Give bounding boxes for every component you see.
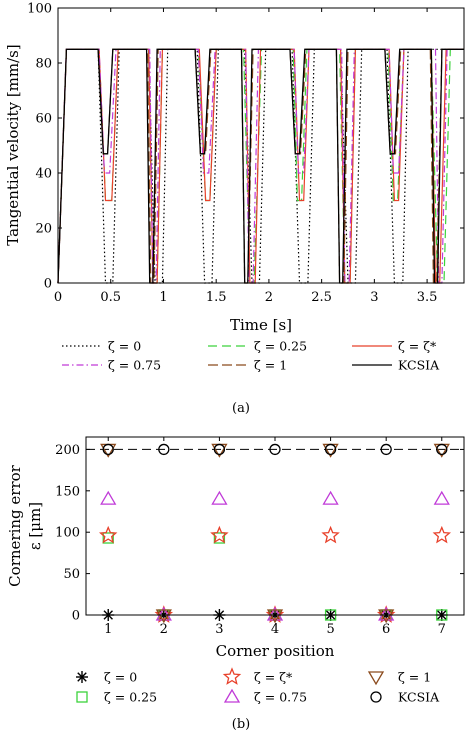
point-s3-5: [378, 606, 395, 621]
x-tick-label: 4: [271, 622, 279, 637]
x-tick-label: 6: [382, 622, 390, 637]
x-tick-label: 7: [438, 622, 446, 637]
x-tick-label: 1: [104, 622, 112, 637]
x-tick-label: 0.5: [100, 290, 121, 305]
legend-label-4: ζ = 1: [254, 358, 287, 373]
x-tick-label: 0: [54, 290, 62, 305]
x-tick-label: 2: [160, 622, 168, 637]
cornering-error-chart: 1 2 3 4 5 6 7 0 50 100 150 200 Corner position Cor…: [6, 436, 465, 732]
y-tick-label: 50: [63, 567, 80, 582]
x-tick-label: 5: [326, 622, 334, 637]
panel-a-label: (a): [232, 401, 250, 416]
x-tick-label: 2.5: [311, 290, 332, 305]
legend-label-4: ζ = 1: [398, 670, 431, 685]
point-s3-4: [322, 490, 339, 505]
x-tick-label: 3.5: [417, 290, 438, 305]
legend-label-1: ζ = 0.25: [104, 690, 157, 705]
error-x-ticks: 1 2 3 4 5 6 7: [104, 437, 446, 637]
legend-label-0: ζ = 0: [108, 339, 141, 354]
error-legend: ζ = 0 ζ = 0.25 ζ = ζ* ζ = 0.75 ζ = 1 KCSIA: [76, 667, 440, 705]
x-tick-label: 1: [159, 290, 167, 305]
y-tick-label: 80: [35, 57, 52, 72]
y-tick-label: 40: [35, 167, 52, 182]
legend-label-5: KCSIA: [398, 690, 440, 705]
error-plot-frame: [85, 436, 465, 616]
y-tick-label: 150: [55, 484, 80, 499]
legend-marker-0-75: [223, 688, 241, 703]
point-s5-3: [269, 443, 281, 456]
velocity-chart: 0 0.5 1 1.5 2 2.5 3 3.5 0 20 40 60 80 100 Time [s] T…: [4, 2, 465, 416]
point-s3-6: [433, 490, 450, 505]
x-tick-label: 3: [215, 622, 223, 637]
legend-marker-0: [76, 671, 88, 683]
point-s5-1: [158, 443, 170, 456]
legend-label-0: ζ = 0: [104, 670, 137, 685]
legend-marker-: [222, 667, 242, 685]
error-y-ticks: 0 50 100 150 200: [55, 443, 464, 624]
point-s5-6: [436, 443, 448, 456]
series-line-5: [57, 48, 464, 284]
error-plot-area: [86, 443, 464, 624]
legend-label-5: KCSIA: [398, 358, 440, 373]
point-s4-3: [266, 609, 284, 624]
legend-label-2: ζ = ζ*: [254, 670, 293, 685]
error-y-label-symbol: ε [μm]: [26, 502, 44, 550]
point-s3-0: [100, 490, 117, 505]
y-tick-label: 100: [27, 2, 52, 17]
point-s1-0: [102, 532, 114, 544]
y-tick-label: 200: [55, 443, 80, 458]
velocity-x-ticks: 0 0.5 1 1.5 2 2.5 3 3.5: [54, 8, 438, 305]
point-s5-4: [324, 443, 337, 456]
panel-b-label: (b): [232, 717, 250, 732]
y-tick-label: 20: [35, 222, 52, 237]
legend-label-2: ζ = ζ*: [398, 339, 437, 354]
legend-label-3: ζ = 0.75: [254, 690, 307, 705]
x-tick-label: 3: [370, 290, 378, 305]
x-tick-label: 1.5: [206, 290, 227, 305]
velocity-y-label: Tangential velocity [mm/s]: [4, 44, 22, 245]
point-s5-0: [102, 443, 114, 456]
point-s3-1: [155, 606, 172, 621]
error-x-label: Corner position: [216, 642, 335, 660]
y-tick-label: 100: [55, 526, 80, 541]
point-s2-6: [432, 525, 452, 544]
velocity-x-label: Time [s]: [230, 316, 292, 334]
point-s2-0: [98, 525, 118, 544]
legend-marker-1: [367, 671, 385, 686]
point-s1-2: [213, 532, 226, 544]
velocity-legend: ζ = 0 ζ = 0.25 ζ = ζ* ζ = 0.75 ζ = 1 KCSIA: [62, 339, 440, 373]
legend-marker-0-25: [76, 691, 88, 703]
x-tick-label: 2: [265, 290, 273, 305]
point-s5-5: [380, 443, 392, 456]
point-s3-3: [266, 606, 284, 621]
point-s3-2: [211, 490, 228, 505]
y-tick-label: 0: [72, 609, 80, 624]
velocity-plot-frame: [57, 7, 465, 284]
point-s2-2: [210, 525, 229, 544]
y-tick-label: 0: [44, 277, 52, 292]
legend-label-1: ζ = 0.25: [254, 339, 307, 354]
point-s4-1: [155, 609, 172, 624]
point-s2-4: [321, 525, 340, 544]
legend-label-3: ζ = 0.75: [108, 358, 161, 373]
velocity-plot-area: [57, 48, 464, 284]
y-tick-label: 60: [35, 112, 52, 127]
point-s5-2: [213, 443, 226, 456]
point-s4-5: [378, 609, 395, 624]
legend-marker-kcsia: [370, 691, 382, 703]
error-y-label: Cornering error: [6, 464, 24, 586]
velocity-y-ticks: 0 20 40 60 80 100: [27, 2, 464, 292]
